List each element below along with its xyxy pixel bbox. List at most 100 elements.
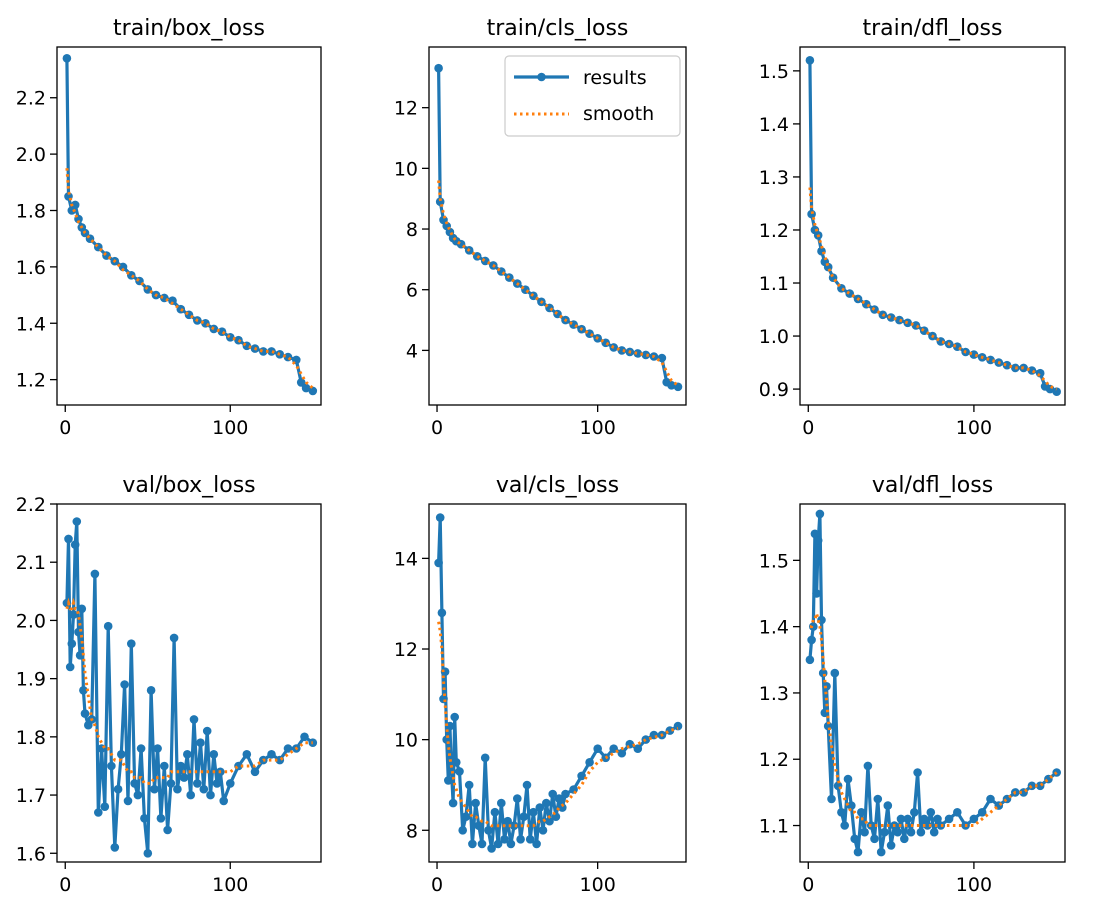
- results-point: [212, 779, 222, 788]
- results-point: [189, 715, 199, 724]
- chart-panel-4: val/box_loss 0 100 1.6 1.7 1.8 1.9 2.0 2.1 2.2: [16, 473, 322, 896]
- plot-area: [62, 517, 318, 858]
- results-point: [986, 794, 995, 804]
- results-point: [186, 790, 195, 800]
- plot-area: [805, 509, 1061, 857]
- axes-frame: [799, 46, 1066, 406]
- y-tick-label: 2.0: [16, 610, 46, 632]
- y-tick-label: 1.2: [16, 370, 46, 392]
- results-point: [919, 814, 929, 824]
- results-point: [953, 808, 962, 817]
- results-point: [657, 353, 667, 363]
- results-point: [445, 721, 455, 731]
- results-point: [440, 667, 450, 676]
- results-point: [805, 655, 815, 665]
- y-tick-label: 1.6: [16, 257, 46, 279]
- results-point: [545, 816, 554, 826]
- y-tick-label: 2.1: [16, 552, 46, 574]
- axes-frame: [428, 46, 687, 406]
- results-point: [532, 839, 541, 849]
- results-point: [933, 814, 942, 824]
- results-point: [100, 802, 110, 811]
- results-point: [516, 835, 525, 844]
- y-tick-label: 2.0: [16, 144, 46, 166]
- chart-title: val/cls_loss: [496, 473, 619, 498]
- x-tick-label: 100: [580, 874, 616, 896]
- results-point: [585, 758, 594, 767]
- results-point: [133, 790, 143, 800]
- results-point: [535, 803, 545, 812]
- legend-smooth-label: smooth: [583, 103, 654, 125]
- results-point: [617, 748, 627, 758]
- chart-panel-6: val/dfl_loss 0 100 1.1 1.2 1.3 1.4 1.5: [759, 473, 1066, 896]
- results-point: [503, 816, 512, 826]
- results-point: [827, 794, 836, 804]
- results-point: [130, 779, 139, 788]
- results-point: [919, 326, 929, 336]
- y-tick-label: 2.2: [16, 494, 46, 516]
- y-tick-label: 10: [394, 158, 418, 180]
- results-point: [464, 780, 474, 790]
- results-point: [558, 803, 567, 812]
- x-tick-label: 0: [431, 874, 443, 896]
- results-point: [300, 732, 309, 742]
- results-point: [117, 750, 126, 759]
- results-point: [906, 827, 916, 837]
- results-point: [913, 768, 922, 777]
- y-tick-label: 6: [406, 280, 418, 302]
- results-point: [815, 509, 825, 519]
- y-tick-label: 8: [406, 820, 418, 842]
- results-point: [219, 796, 228, 806]
- results-point: [435, 513, 445, 522]
- results-point: [969, 814, 979, 824]
- results-point: [136, 744, 146, 753]
- results-point: [847, 801, 856, 810]
- results-point: [840, 821, 849, 830]
- results-point: [493, 839, 503, 849]
- results-point: [118, 262, 128, 272]
- results-point: [242, 750, 252, 759]
- results-point: [166, 779, 176, 788]
- results-point: [120, 680, 129, 689]
- results-point: [67, 639, 77, 648]
- plot-area: [434, 63, 683, 392]
- results-point: [870, 834, 879, 844]
- results-point: [641, 735, 651, 744]
- results-point: [477, 839, 487, 849]
- legend-results-label: results: [583, 67, 647, 89]
- results-point: [143, 849, 153, 858]
- y-tick-label: 2.2: [16, 88, 46, 110]
- results-point: [633, 744, 643, 753]
- axes-frame: [56, 46, 322, 406]
- results-point: [505, 273, 514, 282]
- results-point: [434, 63, 443, 73]
- results-point: [886, 841, 896, 850]
- results-point: [471, 798, 480, 808]
- results-point: [538, 826, 548, 835]
- y-tick-label: 1.4: [759, 114, 789, 136]
- chart-panel-5: val/cls_loss 0 100 8 10 12 14: [394, 473, 687, 896]
- x-tick-label: 0: [802, 417, 814, 439]
- legend: results smooth: [504, 55, 681, 137]
- results-point: [641, 350, 651, 360]
- results-point: [896, 814, 906, 824]
- x-tick-label: 100: [212, 874, 248, 896]
- results-point: [554, 794, 564, 803]
- chart-title: val/dfl_loss: [872, 473, 993, 498]
- x-tick-label: 0: [431, 417, 443, 439]
- results-point: [450, 712, 460, 722]
- results-point: [593, 744, 602, 753]
- results-point: [853, 847, 863, 857]
- results-point: [673, 721, 683, 731]
- y-tick-label: 8: [406, 219, 418, 241]
- results-point: [267, 750, 276, 759]
- results-point: [455, 767, 464, 776]
- x-tick-label: 100: [956, 417, 992, 439]
- results-point: [110, 843, 120, 852]
- results-point: [529, 291, 538, 301]
- results-point: [206, 790, 215, 800]
- results-point: [525, 835, 535, 844]
- results-point: [123, 796, 133, 806]
- results-point: [77, 604, 87, 614]
